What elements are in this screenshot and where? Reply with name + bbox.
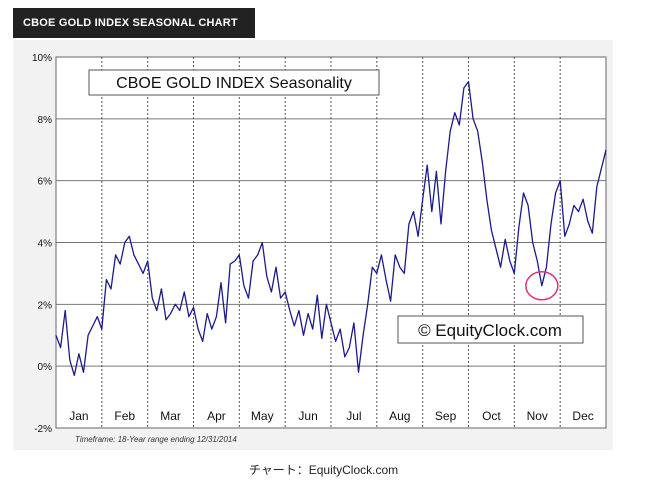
x-tick-label: Nov xyxy=(527,409,548,423)
x-tick-label: Jan xyxy=(69,409,88,423)
y-tick-label: 10% xyxy=(32,53,52,64)
seasonality-chart: 10% 8% 6% 4% 2% 0% -2% Jan Feb Mar Apr May Jun Jul Au… xyxy=(32,53,607,444)
x-tick-label: Oct xyxy=(482,409,501,423)
x-axis-ticks: Jan Feb Mar Apr May Jun Jul Aug Sep Oct Nov Dec xyxy=(69,409,594,423)
y-tick-label: 2% xyxy=(38,300,53,311)
watermark: © EquityClock.com xyxy=(418,321,562,340)
y-tick-label: 8% xyxy=(38,115,53,126)
x-tick-label: Mar xyxy=(160,409,181,423)
y-tick-label: 0% xyxy=(38,362,53,373)
chart-panel: 10% 8% 6% 4% 2% 0% -2% Jan Feb Mar Apr May Jun Jul Au… xyxy=(13,40,613,450)
x-tick-label: Jul xyxy=(346,409,361,423)
y-axis-ticks: 10% 8% 6% 4% 2% 0% -2% xyxy=(32,53,52,435)
y-tick-label: 4% xyxy=(38,239,53,250)
chart-title: CBOE GOLD INDEX Seasonality xyxy=(116,75,352,92)
series-line xyxy=(55,81,607,377)
grid xyxy=(56,57,606,428)
y-tick-label: 6% xyxy=(38,177,53,188)
x-tick-label: Aug xyxy=(389,409,410,423)
highlight-circle xyxy=(525,271,559,301)
x-tick-label: Dec xyxy=(572,409,593,423)
title-box: CBOE GOLD INDEX Seasonality xyxy=(88,69,380,96)
header-title: CBOE GOLD INDEX SEASONAL CHART xyxy=(23,17,238,29)
watermark-box: © EquityClock.com xyxy=(397,315,584,344)
y-tick-label: -2% xyxy=(34,424,52,435)
series-group xyxy=(55,81,607,377)
footnote: Timeframe: 18-Year range ending 12/31/20… xyxy=(75,435,237,444)
x-tick-label: Sep xyxy=(435,409,457,423)
source-caption: チャート：EquityClock.com xyxy=(248,463,399,477)
x-tick-label: Feb xyxy=(114,409,135,423)
x-tick-label: Jun xyxy=(298,409,317,423)
x-tick-label: May xyxy=(251,409,274,423)
header-bar: CBOE GOLD INDEX SEASONAL CHART xyxy=(13,8,255,38)
x-tick-label: Apr xyxy=(207,409,226,423)
